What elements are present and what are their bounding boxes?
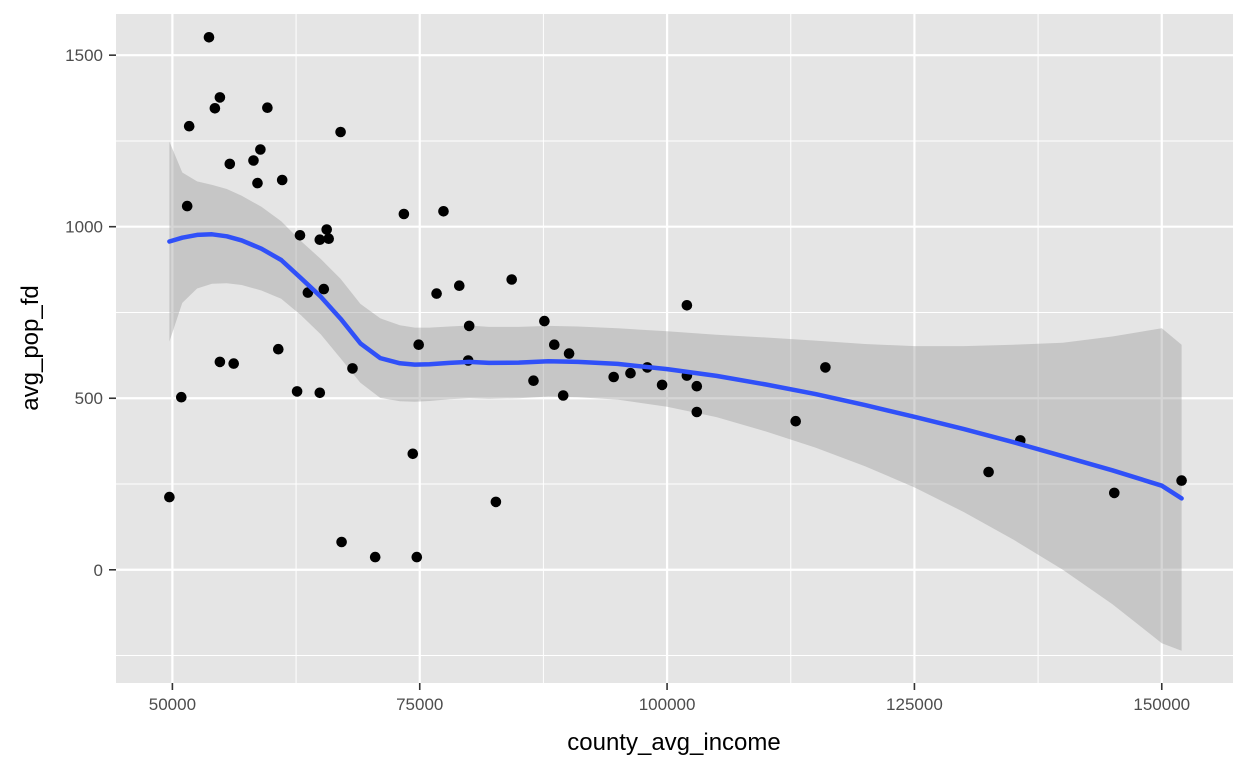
data-point — [411, 551, 423, 563]
data-point — [1176, 475, 1187, 486]
x-axis-title: county_avg_income — [567, 729, 780, 756]
data-point — [181, 200, 193, 212]
data-point — [528, 375, 539, 387]
data-point — [398, 208, 410, 220]
data-point — [209, 103, 221, 114]
data-point — [539, 315, 550, 327]
data-point — [318, 283, 330, 295]
data-points — [164, 32, 1187, 563]
data-point — [321, 224, 333, 235]
data-point — [255, 144, 266, 155]
y-tick-label: 0 — [94, 561, 103, 580]
y-axis-title: avg_pop_fd — [17, 285, 44, 410]
x-tick-label: 125000 — [886, 695, 943, 714]
data-point — [608, 371, 619, 383]
data-point — [314, 387, 326, 399]
data-point — [276, 174, 288, 186]
minor-gridlines — [116, 14, 1233, 683]
data-point — [431, 288, 442, 299]
data-point — [691, 406, 703, 418]
data-point — [413, 339, 425, 351]
plot-panel — [116, 14, 1233, 683]
data-point — [347, 363, 358, 374]
x-axis: 50000 75000 100000 125000 150000 — [149, 683, 1190, 714]
data-point — [183, 120, 195, 132]
data-point — [314, 234, 326, 245]
data-point — [252, 177, 263, 189]
x-tick-label: 50000 — [149, 695, 196, 714]
y-axis: 0 500 1000 1500 — [65, 46, 116, 580]
data-point — [164, 491, 175, 503]
smooth-trend-line — [167, 232, 1184, 501]
data-point — [454, 280, 465, 292]
data-point — [506, 274, 517, 285]
data-point — [490, 496, 502, 508]
data-point — [557, 390, 569, 401]
data-point — [224, 158, 236, 170]
data-point — [463, 320, 475, 332]
data-point — [790, 415, 801, 427]
data-point — [335, 126, 346, 138]
data-point — [983, 466, 994, 478]
data-point — [1109, 487, 1120, 499]
data-point — [248, 155, 259, 166]
y-tick-label: 1500 — [65, 46, 103, 65]
y-tick-label: 1000 — [65, 218, 103, 237]
y-tick-label: 500 — [75, 389, 103, 408]
data-point — [681, 300, 693, 311]
data-point — [203, 32, 215, 43]
data-point — [656, 379, 668, 391]
data-point — [262, 102, 273, 113]
x-tick-label: 150000 — [1133, 695, 1190, 714]
data-point — [273, 343, 284, 355]
x-tick-label: 75000 — [396, 695, 443, 714]
data-point — [407, 448, 419, 460]
data-point — [369, 551, 381, 563]
data-point — [323, 233, 335, 244]
data-point — [214, 356, 226, 368]
data-point — [691, 380, 703, 392]
confidence-ribbon — [169, 141, 1182, 651]
data-point — [336, 536, 347, 548]
x-tick-label: 100000 — [639, 695, 696, 714]
data-point — [563, 348, 575, 359]
data-point — [820, 362, 831, 373]
data-point — [214, 92, 226, 103]
data-point — [625, 367, 636, 379]
data-point — [438, 206, 449, 217]
data-point — [228, 358, 239, 369]
data-point — [294, 230, 306, 241]
data-point — [549, 339, 560, 351]
data-point — [176, 391, 187, 403]
data-point — [291, 386, 303, 397]
